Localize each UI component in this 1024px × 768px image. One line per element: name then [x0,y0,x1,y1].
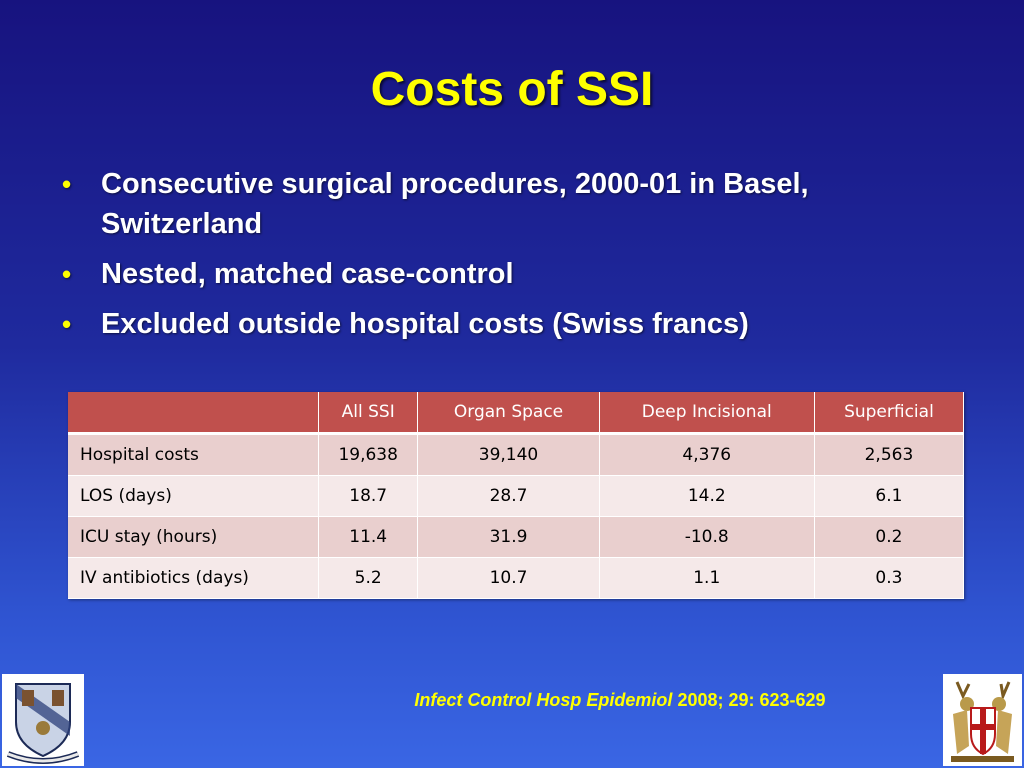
row-label: IV antibiotics (days) [68,557,319,599]
bullet-text: Consecutive surgical procedures, 2000-01… [101,168,809,240]
bullet-item: • Consecutive surgical procedures, 2000-0… [58,164,958,244]
table-row: ICU stay (hours) 11.4 31.9 -10.8 0.2 [68,516,965,558]
coat-of-arms-icon [943,674,1022,766]
header-cell [68,392,319,435]
table-cell: 19,638 [318,433,419,476]
citation-details: 2008; 29: 623-629 [672,690,826,710]
table-cell: 4,376 [599,433,815,476]
header-cell: Superficial [814,392,965,435]
table-cell: 5.2 [318,557,419,599]
slide-title: Costs of SSI [370,63,654,116]
table-cell: 1.1 [599,557,815,599]
table-row: LOS (days) 18.7 28.7 14.2 6.1 [68,475,965,517]
table-cell: 0.2 [814,516,965,558]
table-cell: 39,140 [417,433,600,476]
university-crest-icon [2,674,84,766]
bullet-icon: • [62,309,72,339]
bullet-icon: • [62,169,72,199]
table-cell: 10.7 [417,557,600,599]
row-label: ICU stay (hours) [68,516,319,558]
row-label: LOS (days) [68,475,319,517]
table-header-row: All SSI Organ Space Deep Incisional Supe… [68,392,965,435]
table-cell: 31.9 [417,516,600,558]
table-cell: 14.2 [599,475,815,517]
table-cell: 28.7 [417,475,600,517]
bullet-item: • Excluded outside hospital costs (Swiss … [58,304,958,344]
table-cell: 18.7 [318,475,419,517]
table-row: IV antibiotics (days) 5.2 10.7 1.1 0.3 [68,557,965,599]
table-row: Hospital costs 19,638 39,140 4,376 2,563 [68,433,965,476]
bullet-text: Excluded outside hospital costs (Swiss f… [101,308,749,340]
bullet-list: • Consecutive surgical procedures, 2000-0… [58,164,958,354]
bullet-icon: • [62,259,72,289]
citation-journal: Infect Control Hosp Epidemiol [414,690,673,710]
table-cell: 2,563 [814,433,965,476]
row-label: Hospital costs [68,433,319,476]
citation: Infect Control Hosp Epidemiol 2008; 29: … [0,690,1024,711]
costs-table: All SSI Organ Space Deep Incisional Supe… [68,392,965,599]
header-cell: Deep Incisional [599,392,815,435]
table-cell: 6.1 [814,475,965,517]
table-cell: 11.4 [318,516,419,558]
header-cell: All SSI [318,392,419,435]
header-cell: Organ Space [417,392,600,435]
table-cell: 0.3 [814,557,965,599]
bullet-text: Nested, matched case-control [101,258,514,290]
table-cell: -10.8 [599,516,815,558]
bullet-item: • Nested, matched case-control [58,254,958,294]
